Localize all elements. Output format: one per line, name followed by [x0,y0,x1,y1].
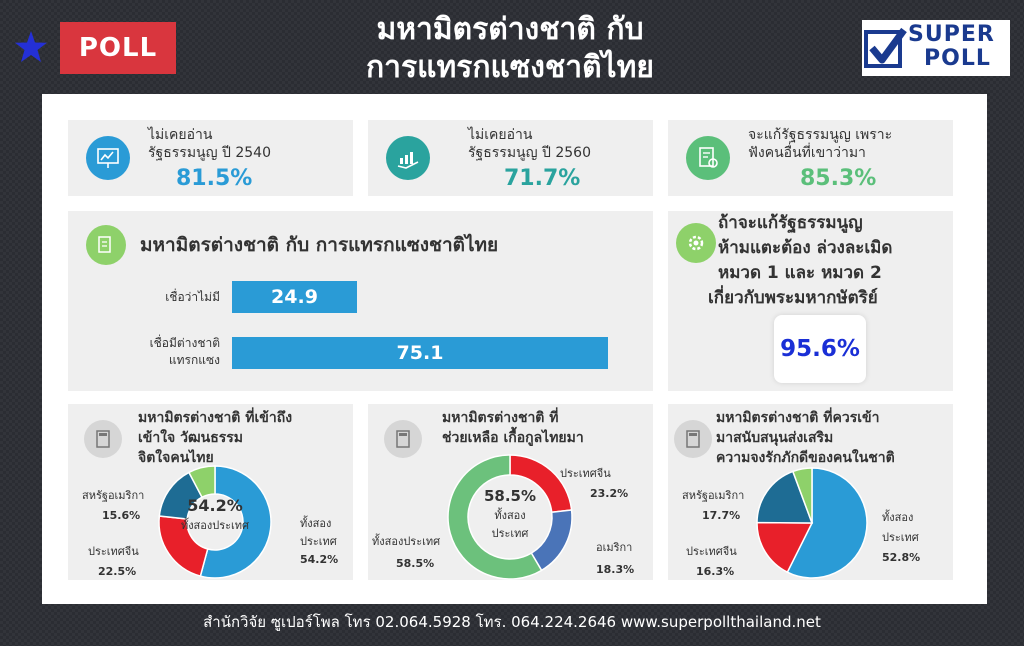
slice-label-usa: อเมริกา [596,541,633,554]
pie-title-line2: เข้าใจ วัฒนธรรม [138,430,244,446]
side-question-line1: ถ้าจะแก้รัฐธรรมนูญ [718,213,863,233]
chart-board-icon [86,136,130,180]
side-question-line2: ห้ามแตะต้อง ล่วงละเมิด [718,238,893,258]
slice-label-both-line2: ประเทศ [882,531,919,544]
stat-card-3: จะแก้รัฐธรรมนูญ เพราะ ฟังคนอื่นที่เขาว่า… [668,120,953,196]
pie-title-line3: ความจงรักภักดีของคนในชาติ [716,450,895,466]
calculator-icon [674,420,712,458]
stat-card-2: ไม่เคยอ่าน รัฐธรรมนูญ ปี 2560 71.7% [368,120,653,196]
page-title: มหามิตรต่างชาติ กับ [376,12,644,47]
pie-slice-2 [447,454,543,580]
pie-slice-3 [187,465,216,499]
bar-label-2-line2: แทรกแซง [168,353,220,367]
report-icon [86,225,126,265]
stat-value: 81.5% [176,166,253,191]
donut-center-value: 54.2% [187,496,243,515]
slice-value-both: 58.5% [396,557,435,570]
logo-text-poll: POLL [924,46,991,71]
document-gear-icon [686,136,730,180]
side-value-box: 95.6% [774,315,866,383]
slice-label-both-line1: ทั้งสอง [882,511,914,524]
slice-label-both-line2: ประเทศ [300,535,337,548]
stat-label-line2: รัฐธรรมนูญ ปี 2540 [148,145,271,161]
stat-value: 71.7% [504,166,581,191]
slice-value-both: 54.2% [300,553,339,566]
slice-label-usa: สหรัฐอเมริกา [682,489,745,502]
slice-label-china: ประเทศจีน [686,545,737,558]
slice-value-usa: 15.6% [102,509,141,522]
slice-label-usa: สหรัฐอเมริกา [82,489,145,502]
stat-label-line2: รัฐธรรมนูญ ปี 2560 [468,145,591,161]
pie-title-line1: มหามิตรต่างชาติ ที่ควรเข้า [716,410,880,426]
page-subtitle: การแทรกแซงชาติไทย [366,50,654,85]
pie-slice-3 [791,467,813,524]
donut-center-label-line2: ประเทศ [491,527,529,540]
stat-value: 85.3% [800,166,877,191]
side-question-line4: เกี่ยวกับพระมหากษัตริย์ [708,288,878,308]
slice-label-both: ทั้งสองประเทศ [372,535,441,548]
donut-chart-2 [447,454,573,580]
star-icon [15,31,47,62]
slice-value-usa: 18.3% [596,563,635,576]
pie-title-line2: ช่วยเหลือ เกื้อกูลไทยมา [442,430,584,446]
slice-value-china: 22.5% [98,565,137,578]
stat-label-line2: ฟังคนอื่นที่เขาว่ามา [748,145,866,161]
donut-center-label-line1: ทั้งสอง [494,509,526,522]
pie-slice-1 [756,521,814,574]
calculator-icon [84,420,122,458]
donut-center-value: 58.5% [483,487,537,505]
footer-contact: สำนักวิจัย ซูเปอร์โพล โทร 02.064.5928 โท… [203,613,821,631]
bar-2: 75.1 [232,337,608,369]
bar-chart-title: มหามิตรต่างชาติ กับ การแทรกแซงชาติไทย [140,234,499,256]
stat-card-1: ไม่เคยอ่าน รัฐธรรมนูญ ปี 2540 81.5% [68,120,353,196]
stat-label-line1: จะแก้รัฐธรรมนูญ เพราะ [748,127,893,143]
poll-badge: POLL [60,22,176,74]
growth-hand-icon [386,136,430,180]
donut-chart-1 [158,465,272,579]
pie-title-line3: จิตใจคนไทย [138,450,214,466]
checkmark-icon [864,27,907,68]
superpoll-logo: SUPER POLL [862,20,1010,76]
slice-value-both: 52.8% [882,551,921,564]
pie-title-line2: มาสนับสนุนส่งเสริม [716,430,834,446]
side-value: 95.6% [780,336,860,362]
slice-value-usa: 17.7% [702,509,741,522]
slice-label-china: ประเทศจีน [560,467,611,480]
stat-label-line1: ไม่เคยอ่าน [148,127,213,143]
slice-value-china: 23.2% [590,487,629,500]
pie-slice-0 [786,467,868,579]
pie-card-1: มหามิตรต่างชาติ ที่เข้าถึง เข้าใจ วัฒนธร… [68,404,353,580]
donut-center-label: ทั้งสองประเทศ [180,519,250,532]
slice-label-china: ประเทศจีน [88,545,139,558]
bar-1: 24.9 [232,281,357,313]
logo-text-super: SUPER [908,22,995,47]
pie-slice-2 [756,470,814,524]
pie-chart-3 [756,467,868,579]
side-question-line3: หมวด 1 และ หมวด 2 [718,263,882,283]
bar-label-2-line1: เชื่อมีต่างชาติ [149,336,220,350]
slice-label-both-line1: ทั้งสอง [300,517,332,530]
side-card: ถ้าจะแก้รัฐธรรมนูญ ห้ามแตะต้อง ล่วงละเมิ… [668,211,953,391]
gear-icon [676,223,716,263]
pie-slice-0 [199,465,272,579]
pie-title-line1: มหามิตรต่างชาติ ที่เข้าถึง [138,410,293,426]
calculator-icon [384,420,422,458]
pie-card-3: มหามิตรต่างชาติ ที่ควรเข้า มาสนับสนุนส่ง… [668,404,953,580]
slice-value-china: 16.3% [696,565,735,578]
bar-label-1: เชื่อว่าไม่มี [165,290,220,304]
pie-title-line1: มหามิตรต่างชาติ ที่ [442,410,559,426]
pie-card-2: มหามิตรต่างชาติ ที่ ช่วยเหลือ เกื้อกูลไท… [368,404,653,580]
stat-label-line1: ไม่เคยอ่าน [468,127,533,143]
bar-chart-card: มหามิตรต่างชาติ กับ การแทรกแซงชาติไทย เช… [68,211,653,391]
